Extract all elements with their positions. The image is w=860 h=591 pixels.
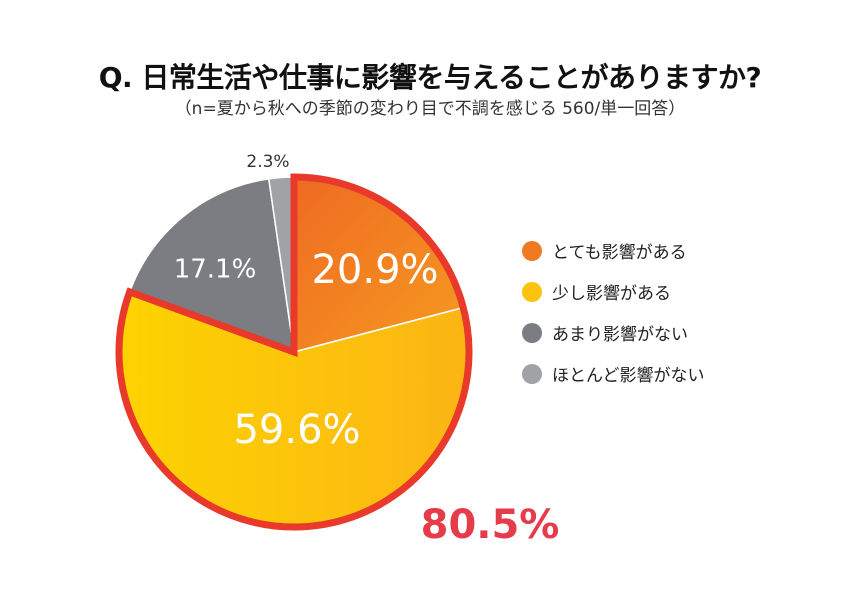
highlight-total-label: 80.5%	[421, 502, 560, 548]
legend-label: ほとんど影響がない	[552, 366, 705, 386]
legend-swatch	[522, 240, 542, 261]
legend-swatch	[522, 281, 542, 302]
legend-item: ほとんど影響がない	[522, 353, 705, 394]
highlight-outline	[115, 173, 473, 531]
legend-swatch	[522, 363, 542, 384]
legend-label: 少し影響がある	[552, 284, 671, 304]
legend-label: とても影響がある	[552, 243, 687, 263]
slice-label: 59.6%	[233, 407, 360, 453]
slice-label: 17.1%	[174, 255, 257, 285]
slice-label: 20.9%	[311, 247, 438, 293]
legend-item: あまり影響がない	[522, 312, 705, 353]
legend-label: あまり影響がない	[552, 325, 688, 345]
slice-label: 2.3%	[246, 152, 289, 172]
chart-title: Q. 日常生活や仕事に影響を与えることがありますか?	[98, 61, 762, 94]
legend-item: とても影響がある	[522, 230, 705, 271]
legend-swatch	[522, 322, 542, 343]
legend-item: 少し影響がある	[522, 271, 705, 312]
legend: とても影響がある 少し影響がある あまり影響がない ほとんど影響がない	[522, 230, 705, 394]
chart-subtitle: （n=夏から秋への季節の変わり目で不調を感じる 560/単一回答）	[174, 99, 686, 119]
pie-slice-2	[128, 177, 295, 354]
